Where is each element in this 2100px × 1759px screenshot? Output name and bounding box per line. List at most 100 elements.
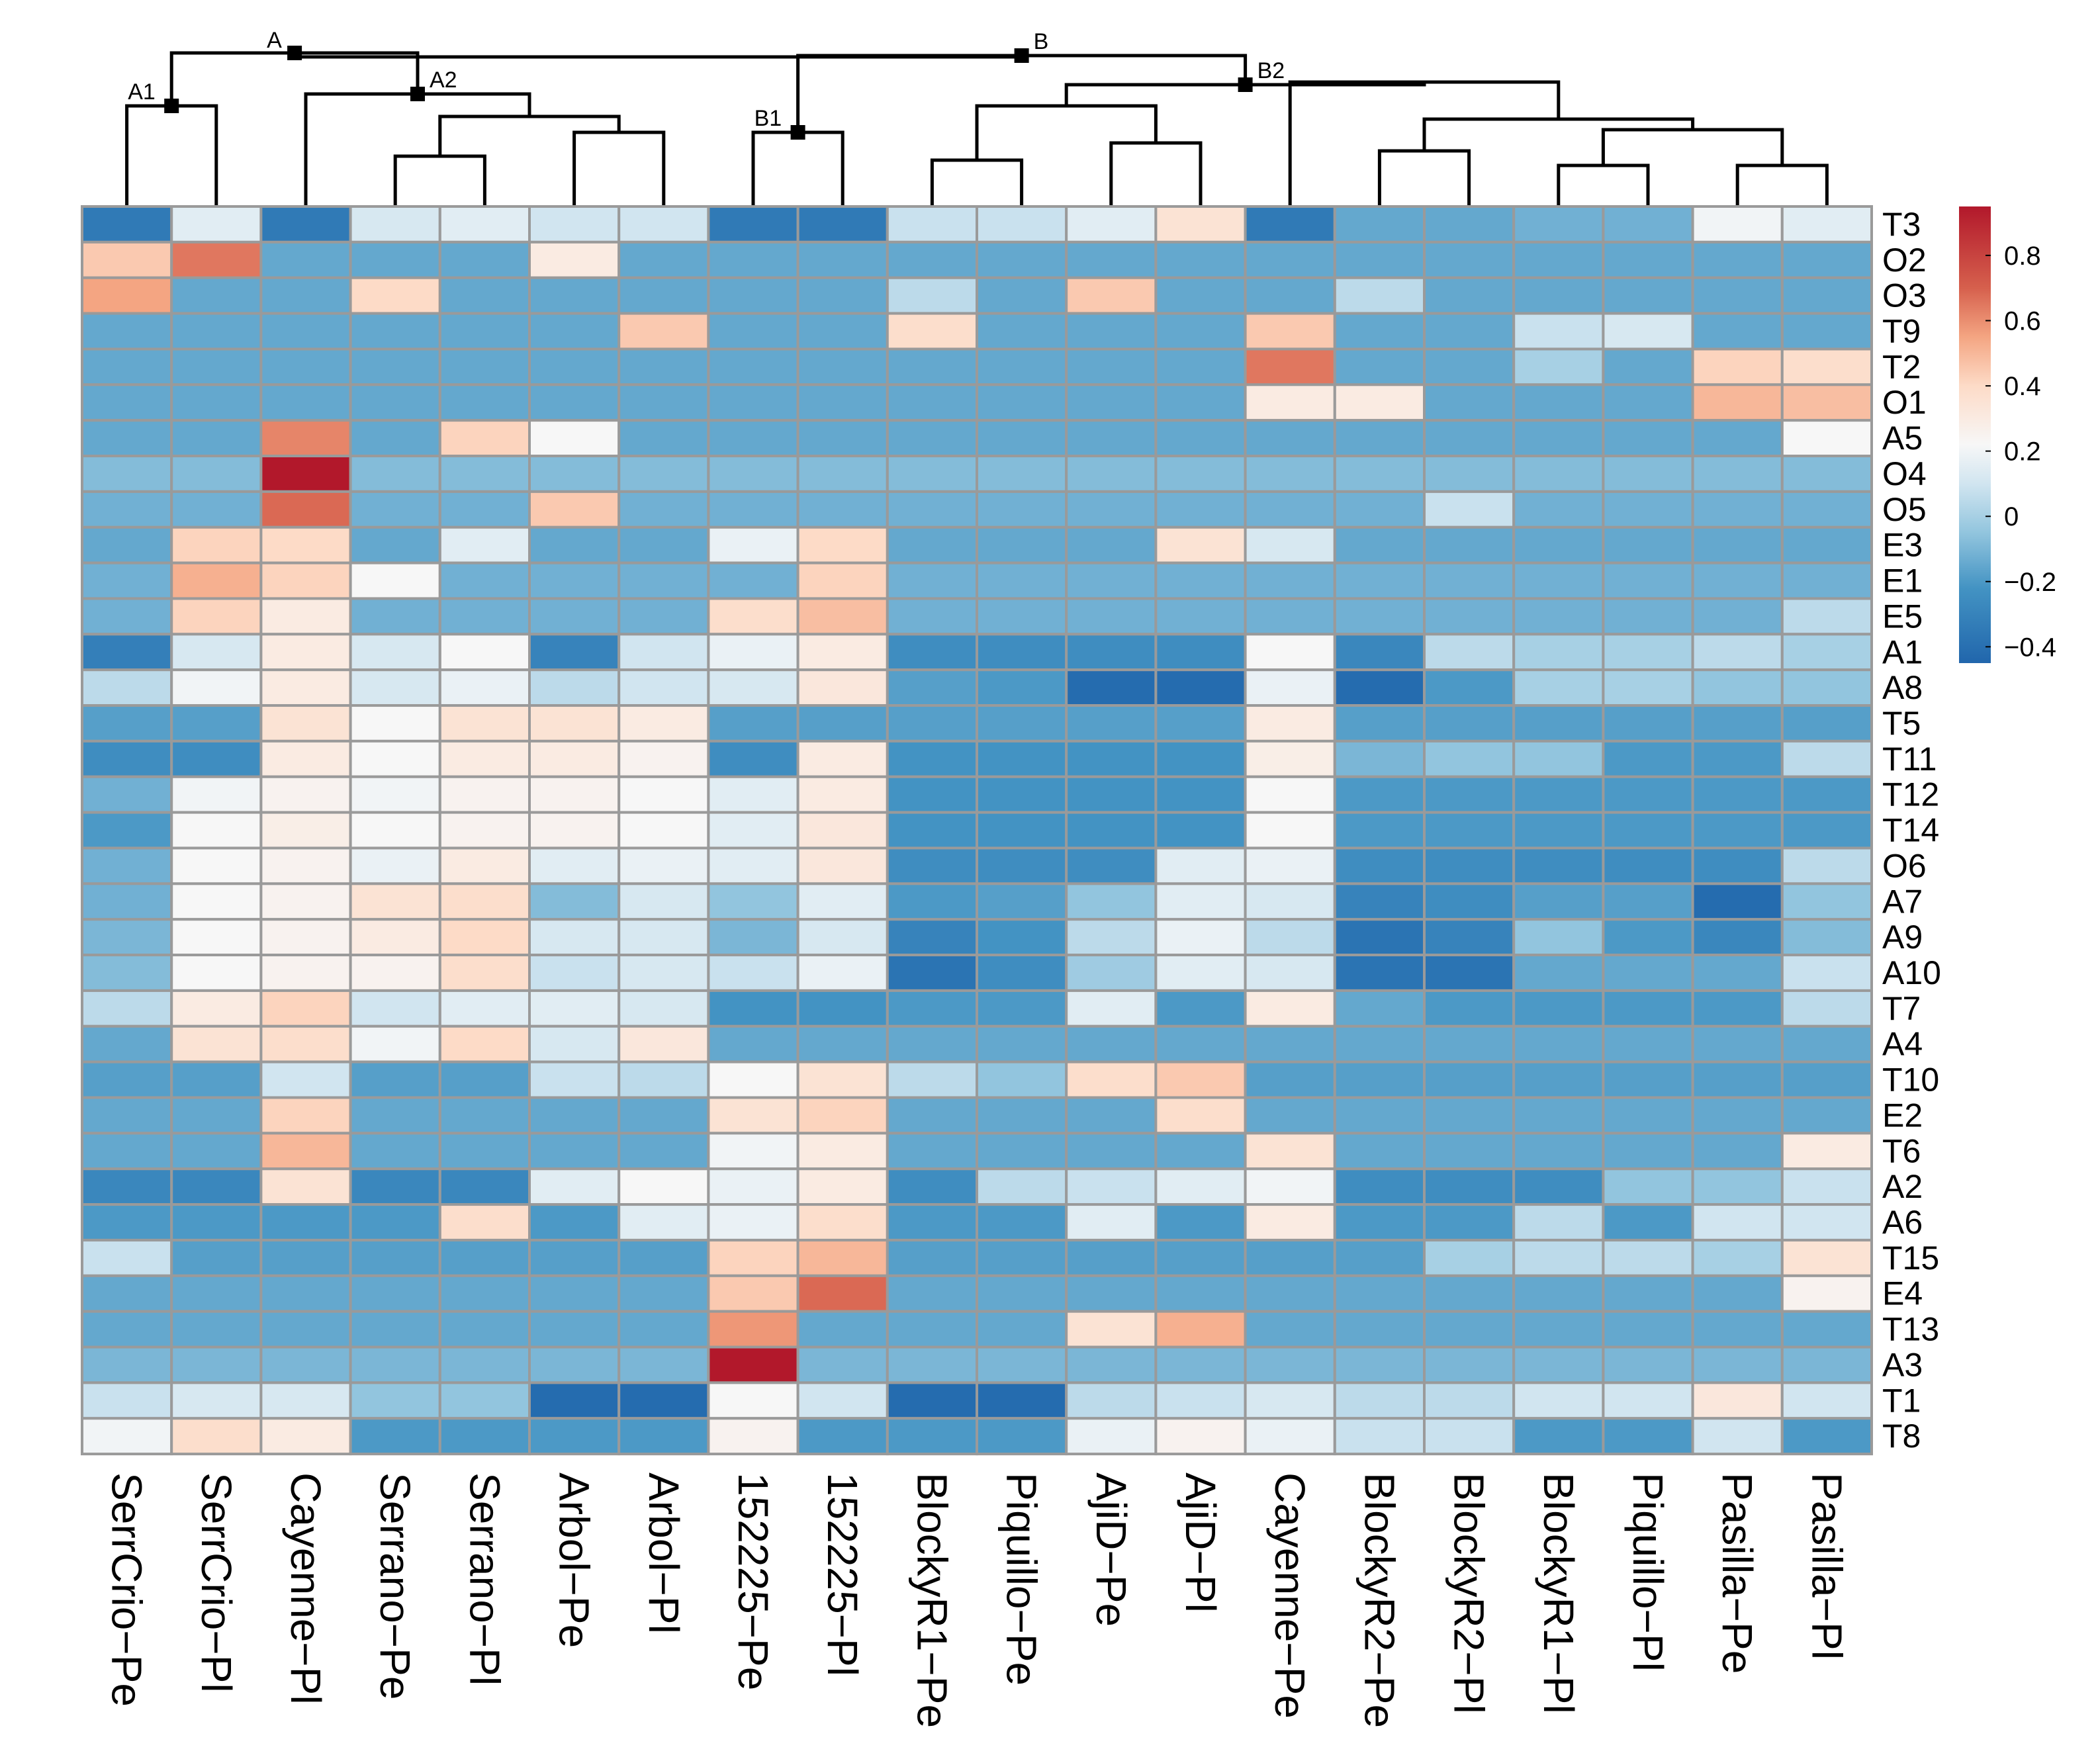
heatmap-cell [528,240,621,279]
heatmap-cell [1512,1024,1605,1063]
heatmap-cell [1512,811,1605,850]
heatmap-cell [1423,1024,1516,1063]
heatmap-cell [349,1060,441,1099]
heatmap-cell [438,633,531,672]
heatmap-cell [617,918,710,957]
dendrogram-branch [1422,117,1695,151]
heatmap-cell [886,490,979,529]
heatmap-cell [1244,1274,1336,1313]
heatmap-cell [349,668,441,707]
row-label: T8 [1882,1418,1921,1455]
heatmap-cell [1602,1203,1694,1241]
heatmap-cell [1512,775,1605,814]
heatmap-cell [796,846,889,885]
heatmap-cell [1512,989,1605,1028]
heatmap-cell [170,846,263,885]
heatmap-cell [1602,1381,1694,1420]
heatmap-cell [707,1167,799,1206]
heatmap-cell [438,989,531,1028]
heatmap-cell [1244,1024,1336,1063]
heatmap-cell [349,1345,441,1384]
heatmap-cell [170,1024,263,1063]
heatmap-cell [1065,276,1158,315]
heatmap-cell [1065,1060,1158,1099]
row-labels: T3O2O3T9T2O1A5O4O5E3E1E5A1A8T5T11T12T14O… [1882,206,1941,1455]
heatmap-cell [81,1417,173,1456]
heatmap-cell [170,1238,263,1277]
heatmap-cell [886,455,979,493]
heatmap-cell [707,1345,799,1384]
heatmap-cell [1691,347,1784,386]
heatmap-cell [1333,525,1426,564]
heatmap-cell [796,597,889,636]
heatmap-cell [1423,1310,1516,1349]
heatmap-cell [976,525,1068,564]
column-label: BlockyR1−Pl [1535,1472,1582,1714]
heatmap-cell [707,1274,799,1313]
heatmap-cell [259,205,352,244]
heatmap-cell [1423,739,1516,778]
heatmap-cell [1691,1310,1784,1349]
heatmap-cell [796,525,889,564]
heatmap-cell [1154,704,1247,743]
row-label: T12 [1882,776,1939,813]
row-label: T11 [1882,741,1937,778]
heatmap-cell [1333,312,1426,351]
heatmap-cell [170,1167,263,1206]
heatmap-cell [1065,240,1158,279]
heatmap-cell [796,276,889,315]
heatmap-cell [1691,989,1784,1028]
heatmap-cell [617,989,710,1028]
heatmap-cell [528,811,621,850]
heatmap-cell [796,1310,889,1349]
heatmap-cell [1512,1167,1605,1206]
heatmap-cell [1602,633,1694,672]
heatmap-cell [1691,455,1784,493]
heatmap-cell [170,1417,263,1456]
heatmap-cell [1154,597,1247,636]
heatmap-cell [81,1381,173,1420]
color-legend: 0.8 0.6 0.4 0.2 0 −0.2 −0.4 [1959,206,2056,663]
heatmap-cell [528,1024,621,1063]
heatmap-cell [1602,561,1694,600]
heatmap-cell [1423,1203,1516,1241]
heatmap-cell [1244,525,1336,564]
heatmap-cell [259,1238,352,1277]
heatmap-cell [796,811,889,850]
heatmap-cell [976,775,1068,814]
dendrogram-node-label: B [1034,29,1049,54]
heatmap-cell [349,704,441,743]
heatmap-cell [617,1167,710,1206]
heatmap-cell [1154,490,1247,529]
heatmap-cell [1780,455,1874,493]
heatmap-cell [81,561,173,600]
row-label: A4 [1882,1026,1923,1063]
heatmap-cell [438,1238,531,1277]
dendrogram-branch [1109,141,1203,205]
heatmap-cell [1602,419,1694,458]
heatmap-cell [1333,1381,1426,1420]
heatmap-cell [1423,1417,1516,1456]
heatmap-cell [1333,455,1426,493]
heatmap-cell [170,347,263,386]
heatmap-cell [1512,704,1605,743]
heatmap-cell [1423,1096,1516,1135]
heatmap-cell [259,1060,352,1099]
heatmap-cell [1512,1060,1605,1099]
heatmap-cell [796,1345,889,1384]
heatmap-cell [886,1238,979,1277]
heatmap-cell [1244,1381,1336,1420]
row-label: O1 [1882,384,1927,421]
heatmap-cell [796,918,889,957]
heatmap-cell [617,455,710,493]
heatmap-cell [1065,775,1158,814]
heatmap-cell [1691,739,1784,778]
heatmap-cell [1780,668,1874,707]
heatmap-cell [349,205,441,244]
heatmap-cell [1602,455,1694,493]
heatmap-cell [1780,1274,1874,1313]
heatmap-cell [1512,918,1605,957]
heatmap-cell [707,312,799,351]
heatmap-cell [707,668,799,707]
heatmap-cell [1244,1060,1336,1099]
